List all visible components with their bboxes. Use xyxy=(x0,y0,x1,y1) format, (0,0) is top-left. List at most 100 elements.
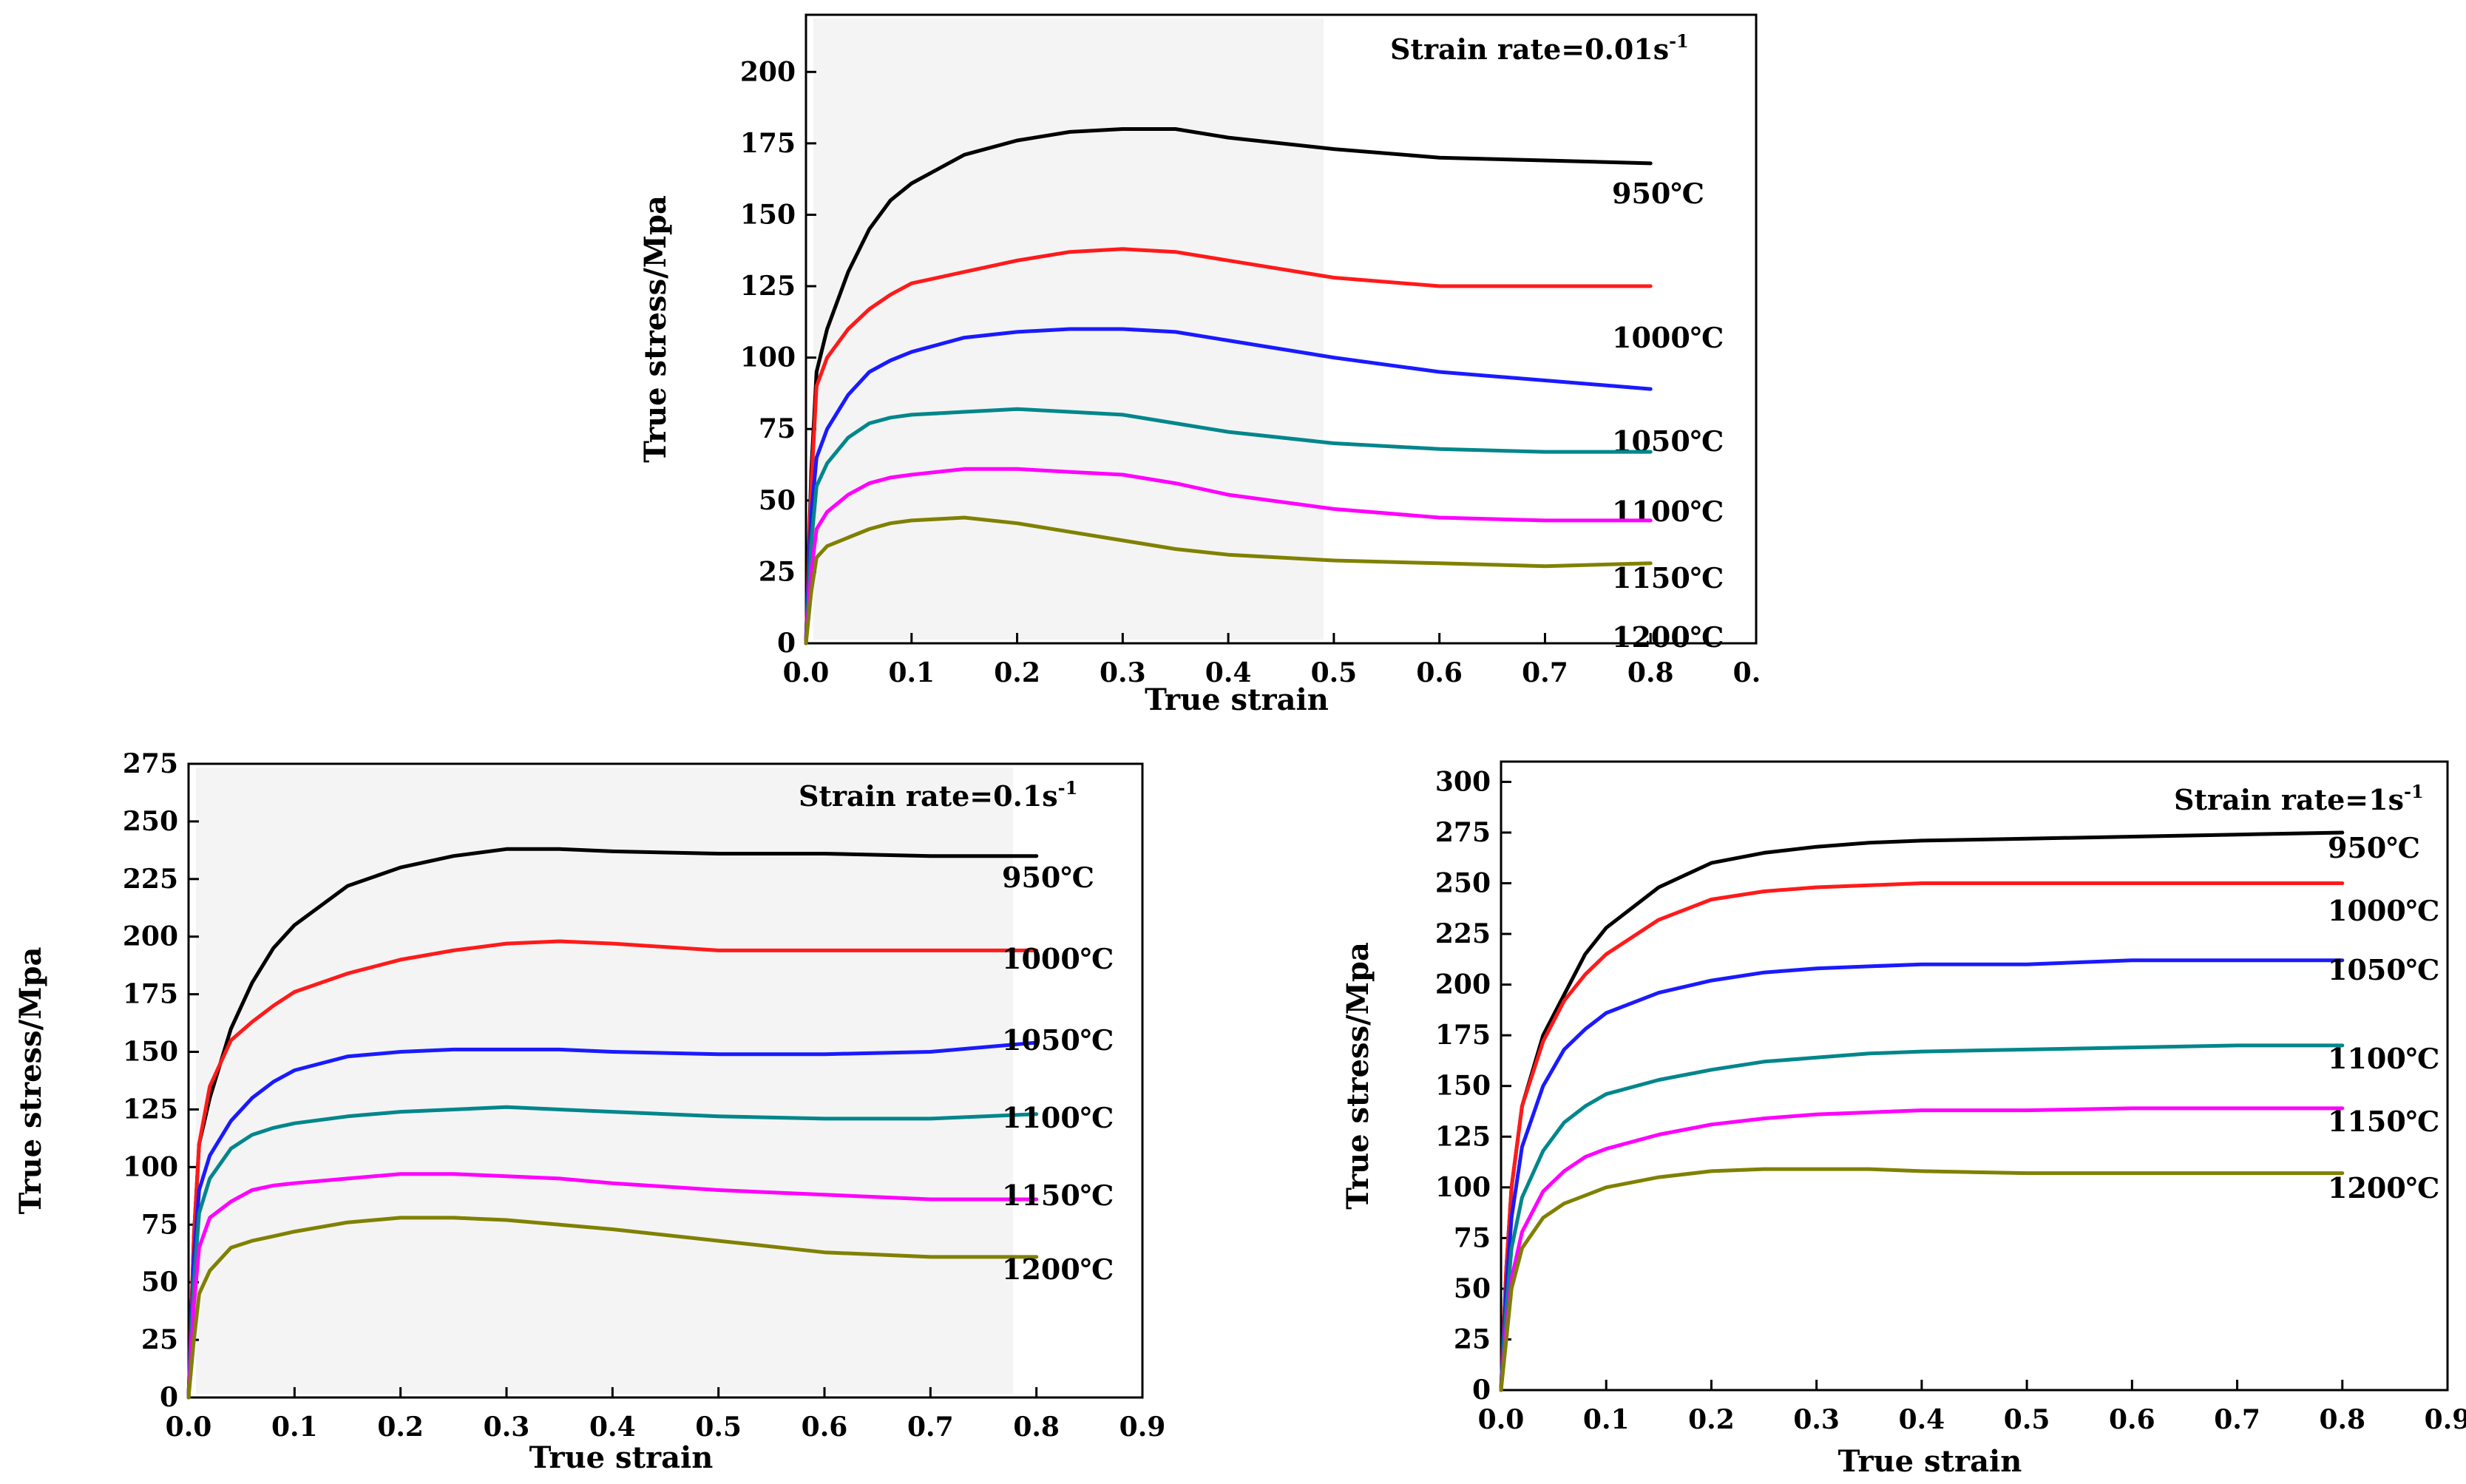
y-tick-label: 25 xyxy=(759,556,796,587)
x-tick-label: 0.8 xyxy=(1013,1412,1060,1443)
series-line-1050 xyxy=(186,1040,1039,1400)
chart-panel-rate-0-1: 0 25 50 75 100 125 150 175 200 225 250 275 0.0 0.1 0.2… xyxy=(0,732,1168,1484)
series-label-1200: 1200℃ xyxy=(2328,1171,2439,1205)
y-tick-label: 125 xyxy=(123,1094,178,1125)
series-line-1000 xyxy=(804,247,1653,646)
y-tick-label: 200 xyxy=(740,56,796,87)
y-tick-label: 250 xyxy=(1435,868,1491,899)
plot-frame xyxy=(187,762,1144,1399)
y-tick-label: 50 xyxy=(1454,1273,1491,1304)
x-tick-label: 0.9 xyxy=(1733,657,1760,688)
series-label-1200: 1200℃ xyxy=(1002,1253,1114,1286)
y-axis-title: True stress/Mpa xyxy=(13,947,48,1215)
x-tick-label: 0.4 xyxy=(1899,1404,1945,1435)
y-tick-label: 150 xyxy=(123,1037,178,1068)
x-tick-label: 0.6 xyxy=(2109,1404,2155,1435)
series-line-1100 xyxy=(804,407,1653,646)
series-line-1150 xyxy=(1499,1106,2345,1392)
series-label-1000: 1000℃ xyxy=(1002,942,1114,975)
plot-background xyxy=(196,768,1013,1394)
y-tick-label: 225 xyxy=(123,864,178,895)
y-tick-label: 300 xyxy=(1435,766,1491,797)
x-tick-label: 0.3 xyxy=(1793,1404,1840,1435)
plot-frame xyxy=(1500,760,2449,1392)
series-line-1000 xyxy=(186,939,1039,1400)
x-tick-label: 0.5 xyxy=(2004,1404,2050,1435)
x-tick-label: 0.3 xyxy=(484,1412,530,1443)
y-tick-label: 0 xyxy=(160,1382,178,1413)
chart-svg-rate-0-1: 0 25 50 75 100 125 150 175 200 225 250 275 0.0 0.1 0.2… xyxy=(13,748,1165,1475)
y-tick-label: 175 xyxy=(1435,1020,1491,1051)
x-axis-title: True strain xyxy=(1838,1444,2022,1479)
x-tick-label: 0.4 xyxy=(1205,657,1252,688)
y-tick-label: 275 xyxy=(123,748,178,779)
series-line-1150 xyxy=(804,467,1653,646)
y-tick-label: 75 xyxy=(1454,1222,1491,1253)
y-tick-label: 50 xyxy=(759,485,796,516)
series-line-1200 xyxy=(186,1216,1039,1400)
x-tick-label: 0.4 xyxy=(589,1412,636,1443)
y-tick-label: 175 xyxy=(740,128,796,159)
y-tick-label: 0 xyxy=(777,628,796,659)
series-label-1050: 1050℃ xyxy=(2328,953,2439,986)
y-axis-title: True stress/Mpa xyxy=(1341,942,1375,1210)
y-tick-label: 0 xyxy=(1472,1375,1491,1406)
x-tick-label: 0.3 xyxy=(1100,657,1146,688)
x-tick-label: 0.5 xyxy=(695,1412,742,1443)
series-label-950: 950℃ xyxy=(1002,861,1094,894)
strain-rate-label: Strain rate=0.1s-1 xyxy=(799,777,1077,813)
x-tick-label: 0.8 xyxy=(2319,1404,2365,1435)
x-tick-label: 0.0 xyxy=(166,1412,212,1443)
x-axis-title: True strain xyxy=(529,1440,714,1475)
x-tick-label: 0.1 xyxy=(888,657,935,688)
series-label-1000: 1000℃ xyxy=(2328,894,2439,927)
plot-frame xyxy=(805,13,1758,645)
x-axis-title: True strain xyxy=(1145,682,1329,717)
y-axis-title: True stress/Mpa xyxy=(638,195,673,463)
chart-panel-rate-1: 0 25 50 75 100 125 150 175 200 225 250 275 300 0.0 0.1… xyxy=(1316,747,2466,1484)
y-tick-label: 175 xyxy=(123,979,178,1010)
series-label-1100: 1100℃ xyxy=(1002,1101,1114,1134)
y-tick-label: 100 xyxy=(1435,1172,1491,1203)
y-tick-label: 125 xyxy=(740,271,796,302)
strain-rate-label: Strain rate=0.01s-1 xyxy=(1390,30,1689,66)
x-tick-label: 0.5 xyxy=(1311,657,1358,688)
series-label-1150: 1150℃ xyxy=(1002,1179,1114,1212)
y-tick-label: 275 xyxy=(1435,817,1491,848)
y-tick-label: 100 xyxy=(123,1151,178,1182)
y-tick-label: 25 xyxy=(141,1324,178,1355)
series-label-1100: 1100℃ xyxy=(2328,1042,2439,1075)
x-tick-label: 0.1 xyxy=(271,1412,318,1443)
series-label-1200: 1200℃ xyxy=(1612,620,1724,654)
chart-svg-rate-0-01: 0 25 50 75 100 125 150 175 200 0.0 0.1 0.2 0.3 0.4 0.5… xyxy=(638,13,1760,717)
x-tick-label: 0.2 xyxy=(1688,1404,1735,1435)
series-label-1150: 1150℃ xyxy=(2328,1105,2439,1138)
strain-rate-label: Strain rate=1s-1 xyxy=(2174,781,2424,816)
series-label-950: 950℃ xyxy=(2328,831,2420,864)
x-tick-label: 0.6 xyxy=(802,1412,848,1443)
series-line-1200 xyxy=(1499,1167,2345,1392)
x-tick-label: 0.7 xyxy=(907,1412,954,1443)
y-tick-label: 25 xyxy=(1454,1324,1491,1355)
series-line-1100 xyxy=(186,1105,1039,1400)
series-line-1150 xyxy=(186,1172,1039,1400)
y-tick-label: 200 xyxy=(1435,969,1491,1000)
x-tick-label: 0.0 xyxy=(783,657,830,688)
y-tick-label: 75 xyxy=(759,413,796,444)
y-tick-label: 150 xyxy=(1435,1071,1491,1102)
y-tick-label: 50 xyxy=(141,1267,178,1298)
chart-panel-rate-0-01: 0 25 50 75 100 125 150 175 200 0.0 0.1 0.2 0.3 0.4 0.5… xyxy=(621,0,1760,732)
series-line-1200 xyxy=(804,515,1653,646)
chart-svg-rate-1: 0 25 50 75 100 125 150 175 200 225 250 275 300 0.0 0.1… xyxy=(1341,760,2466,1479)
x-tick-label: 0.7 xyxy=(1522,657,1568,688)
y-tick-label: 125 xyxy=(1435,1121,1491,1152)
series-label-1000: 1000℃ xyxy=(1612,321,1724,354)
y-tick-label: 150 xyxy=(740,199,796,230)
series-line-1000 xyxy=(1499,881,2345,1392)
x-tick-label: 0.9 xyxy=(2425,1404,2466,1435)
series-line-1100 xyxy=(1499,1043,2345,1392)
x-tick-label: 0.6 xyxy=(1416,657,1463,688)
series-label-1050: 1050℃ xyxy=(1002,1023,1114,1057)
y-tick-label: 200 xyxy=(123,921,178,952)
x-tick-label: 0.2 xyxy=(377,1412,424,1443)
